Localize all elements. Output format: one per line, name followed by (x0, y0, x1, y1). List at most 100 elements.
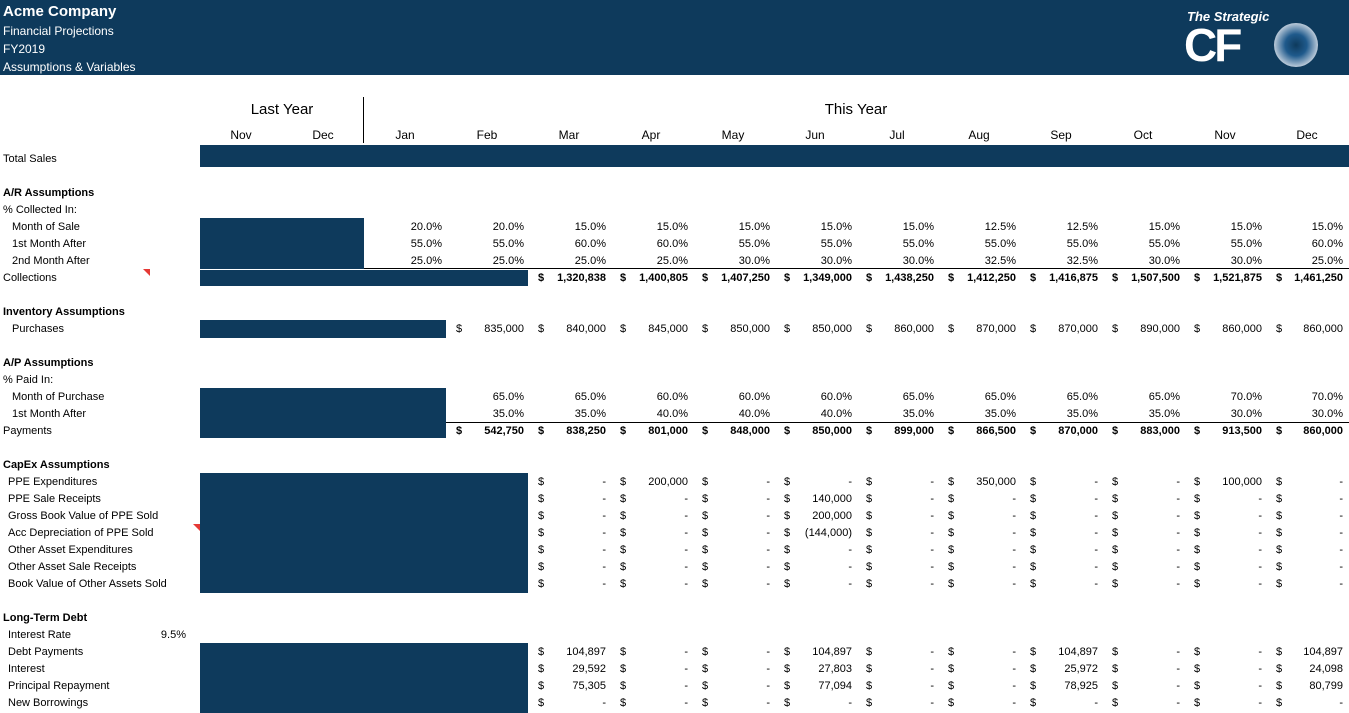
collections-top-border (364, 268, 1349, 269)
interest-currency: $ (538, 663, 545, 675)
month-header: Feb (476, 128, 498, 142)
report-title: Financial Projections (3, 24, 114, 38)
debt-payments-value: - (684, 646, 688, 658)
book-value-other-assets-value: - (848, 578, 852, 590)
other-asset-sale-receipts-value: - (848, 561, 852, 573)
month-header: Oct (1133, 128, 1153, 142)
ppe-sale-receipts-value: - (1258, 493, 1262, 505)
debt-payments-currency: $ (948, 646, 955, 658)
other-asset-sale-receipts-value: - (1258, 561, 1262, 573)
ap-payments-value: 542,750 (484, 425, 524, 437)
ar-second-month-after-value: 30.0% (902, 255, 934, 267)
other-asset-sale-receipts-currency: $ (1276, 561, 1283, 573)
gross-book-value-value: - (1094, 510, 1098, 522)
ar-collections-value: 1,461,250 (1294, 272, 1343, 284)
ar-section-title: A/R Assumptions (3, 187, 95, 199)
purchases-value: 870,000 (1058, 323, 1098, 335)
new-borrowings-currency: $ (1276, 697, 1283, 709)
ar-collections-currency: $ (1112, 272, 1119, 284)
month-header: Nov (1214, 128, 1236, 142)
book-value-other-assets-currency: $ (620, 578, 627, 590)
ap-first-month-after-value: 35.0% (574, 408, 606, 420)
acc-depreciation-currency: $ (538, 527, 545, 539)
interest-currency: $ (1276, 663, 1283, 675)
ar-second-month-after-value: 25.0% (574, 255, 606, 267)
ar-second-month-after-value: 25.0% (1311, 255, 1343, 267)
debt-payments-currency: $ (784, 646, 791, 658)
ltd-section-title: Long-Term Debt (3, 612, 88, 624)
other-asset-expenditures-currency: $ (866, 544, 873, 556)
purchases-value: 850,000 (812, 323, 852, 335)
interest-value: 24,098 (1309, 663, 1343, 675)
debt-payments-currency: $ (538, 646, 545, 658)
ppe-sale-receipts-label: PPE Sale Receipts (8, 493, 101, 505)
ppe-expenditures-currency: $ (866, 476, 873, 488)
ar-first-month-after-value: 55.0% (984, 238, 1016, 250)
payments-label: Payments (3, 425, 52, 437)
ar-first-month-after-value: 60.0% (1311, 238, 1343, 250)
other-asset-expenditures-value: - (848, 544, 852, 556)
debt-payments-value: 104,897 (1303, 646, 1343, 658)
ppe-sale-receipts-value: - (684, 493, 688, 505)
ar-second-month-after-value: 30.0% (1148, 255, 1180, 267)
ar-first-month-after-value: 60.0% (574, 238, 606, 250)
ap-month-of-purchase-value: 65.0% (574, 391, 606, 403)
ar-month-of-sale-value: 15.0% (820, 221, 852, 233)
ap-payments-currency: $ (1030, 425, 1037, 437)
ar-month-of-sale-value: 12.5% (984, 221, 1016, 233)
ap-payments-currency: $ (1112, 425, 1119, 437)
book-value-other-assets-currency: $ (1276, 578, 1283, 590)
other-asset-sale-receipts-label: Other Asset Sale Receipts (8, 561, 137, 573)
total-sales-bar (200, 145, 1349, 167)
comment-marker-icon (143, 269, 150, 276)
acc-depreciation-currency: $ (702, 527, 709, 539)
purchases-value: 850,000 (730, 323, 770, 335)
interest-currency: $ (620, 663, 627, 675)
new-borrowings-currency: $ (948, 697, 955, 709)
ppe-expenditures-currency: $ (1276, 476, 1283, 488)
new-borrowings-currency: $ (866, 697, 873, 709)
acc-depreciation-value: - (1094, 527, 1098, 539)
book-value-other-assets-value: - (766, 578, 770, 590)
month-header: Nov (230, 128, 252, 142)
interest-currency: $ (948, 663, 955, 675)
interest-label: Interest (8, 663, 45, 675)
book-value-other-assets-currency: $ (948, 578, 955, 590)
ppe-expenditures-value: - (766, 476, 770, 488)
ppe-sale-receipts-currency: $ (1112, 493, 1119, 505)
principal-repayment-label: Principal Repayment (8, 680, 110, 692)
purchases-currency: $ (702, 323, 709, 335)
debt-payments-currency: $ (1194, 646, 1201, 658)
ar-collections-currency: $ (784, 272, 791, 284)
gross-book-value-value: - (602, 510, 606, 522)
ar-collections-currency: $ (948, 272, 955, 284)
ar-first-month-after-value: 55.0% (1230, 238, 1262, 250)
ap-first-month-after-value: 40.0% (738, 408, 770, 420)
ap-payments-value: 838,250 (566, 425, 606, 437)
debt-payments-value: - (766, 646, 770, 658)
debt-payments-currency: $ (1112, 646, 1119, 658)
book-value-other-assets-value: - (930, 578, 934, 590)
principal-repayment-currency: $ (702, 680, 709, 692)
ar-month-of-sale-value: 15.0% (656, 221, 688, 233)
ppe-expenditures-currency: $ (1030, 476, 1037, 488)
ppe-sale-receipts-currency: $ (538, 493, 545, 505)
month-header: Jun (805, 128, 825, 142)
purchases-value: 890,000 (1140, 323, 1180, 335)
ppe-sale-receipts-value: 140,000 (812, 493, 852, 505)
ar-collections-currency: $ (1030, 272, 1037, 284)
principal-repayment-currency: $ (1276, 680, 1283, 692)
ap-payments-currency: $ (866, 425, 873, 437)
gross-book-value-value: - (1258, 510, 1262, 522)
principal-repayment-currency: $ (1030, 680, 1037, 692)
acc-depreciation-currency: $ (1276, 527, 1283, 539)
ar-collections-value: 1,416,875 (1049, 272, 1098, 284)
purchases-currency: $ (1276, 323, 1283, 335)
ar-first-month-after-value: 55.0% (492, 238, 524, 250)
other-asset-sale-receipts-currency: $ (866, 561, 873, 573)
gross-book-value-currency: $ (1194, 510, 1201, 522)
ap-payments-value: 860,000 (1303, 425, 1343, 437)
month-header: Aug (968, 128, 990, 142)
other-asset-sale-receipts-currency: $ (702, 561, 709, 573)
ap-first-month-after-value: 30.0% (1311, 408, 1343, 420)
